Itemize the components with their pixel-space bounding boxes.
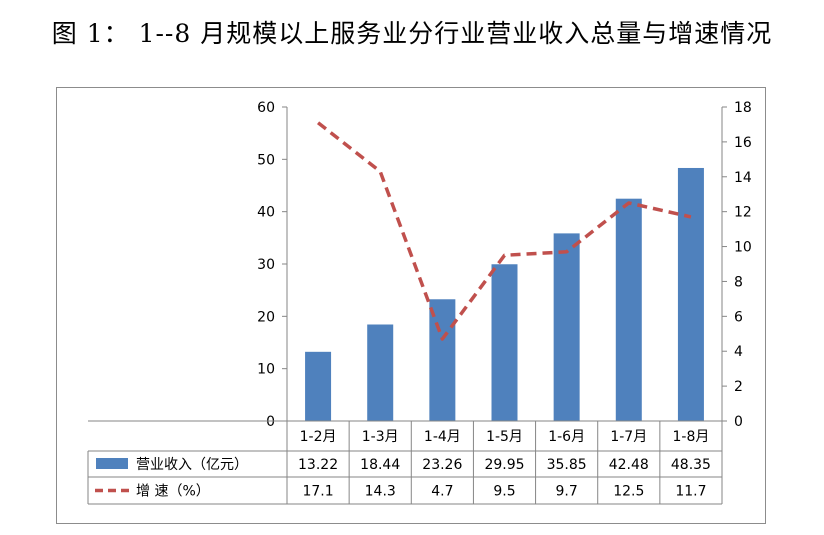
x-tick-label: 1-5月: [486, 429, 523, 445]
y-left-tick-label: 10: [257, 362, 275, 378]
x-tick-label: 1-8月: [672, 429, 709, 445]
data-label-revenue: 48.35: [671, 457, 711, 473]
bar: [305, 351, 332, 421]
y-right-tick-label: 18: [734, 100, 752, 116]
data-label-growth: 17.1: [302, 484, 333, 500]
data-label-growth: 14.3: [365, 484, 396, 500]
chart-frame: [56, 87, 766, 524]
data-label-growth: 4.7: [431, 484, 453, 500]
data-label-growth: 12.5: [613, 484, 644, 500]
legend-label-growth: 增 速（%）: [136, 484, 210, 500]
figure-title: 图 1： 1--8 月规模以上服务业分行业营业收入总量与增速情况: [51, 19, 773, 48]
bar: [677, 167, 704, 421]
data-label-revenue: 29.95: [484, 457, 524, 473]
bar: [367, 324, 394, 421]
y-left-tick-label: 60: [257, 100, 275, 116]
bar: [615, 198, 642, 421]
y-right-tick-label: 12: [734, 205, 752, 221]
data-label-growth: 9.5: [493, 484, 515, 500]
y-left-tick-label: 20: [257, 309, 275, 325]
legend-key-revenue: [96, 458, 128, 469]
x-tick-label: 1-7月: [610, 429, 647, 445]
data-label-revenue: 42.48: [609, 457, 649, 473]
y-left-tick-label: 0: [266, 414, 275, 430]
y-left-tick-label: 30: [257, 257, 275, 273]
legend-label-revenue: 营业收入（亿元）: [136, 457, 248, 473]
x-tick-label: 1-3月: [362, 429, 399, 445]
data-label-revenue: 18.44: [360, 457, 400, 473]
data-label-revenue: 35.85: [547, 457, 587, 473]
y-left-tick-label: 50: [257, 152, 275, 168]
y-right-tick-label: 14: [734, 170, 752, 186]
y-right-tick-label: 4: [734, 344, 743, 360]
y-right-tick-label: 10: [734, 240, 752, 256]
data-label-revenue: 23.26: [422, 457, 462, 473]
y-left-tick-label: 40: [257, 205, 275, 221]
data-label-growth: 11.7: [675, 484, 706, 500]
bar: [491, 264, 518, 421]
data-label-growth: 9.7: [556, 484, 578, 500]
data-label-revenue: 13.22: [298, 457, 338, 473]
bar: [553, 233, 580, 421]
x-tick-label: 1-4月: [424, 429, 461, 445]
x-tick-label: 1-6月: [548, 429, 585, 445]
y-right-tick-label: 8: [734, 274, 743, 290]
y-right-tick-label: 6: [734, 309, 743, 325]
y-right-tick-label: 0: [734, 414, 743, 430]
bar: [429, 299, 456, 421]
x-tick-label: 1-2月: [300, 429, 337, 445]
y-right-tick-label: 2: [734, 379, 743, 395]
y-right-tick-label: 16: [734, 135, 752, 151]
